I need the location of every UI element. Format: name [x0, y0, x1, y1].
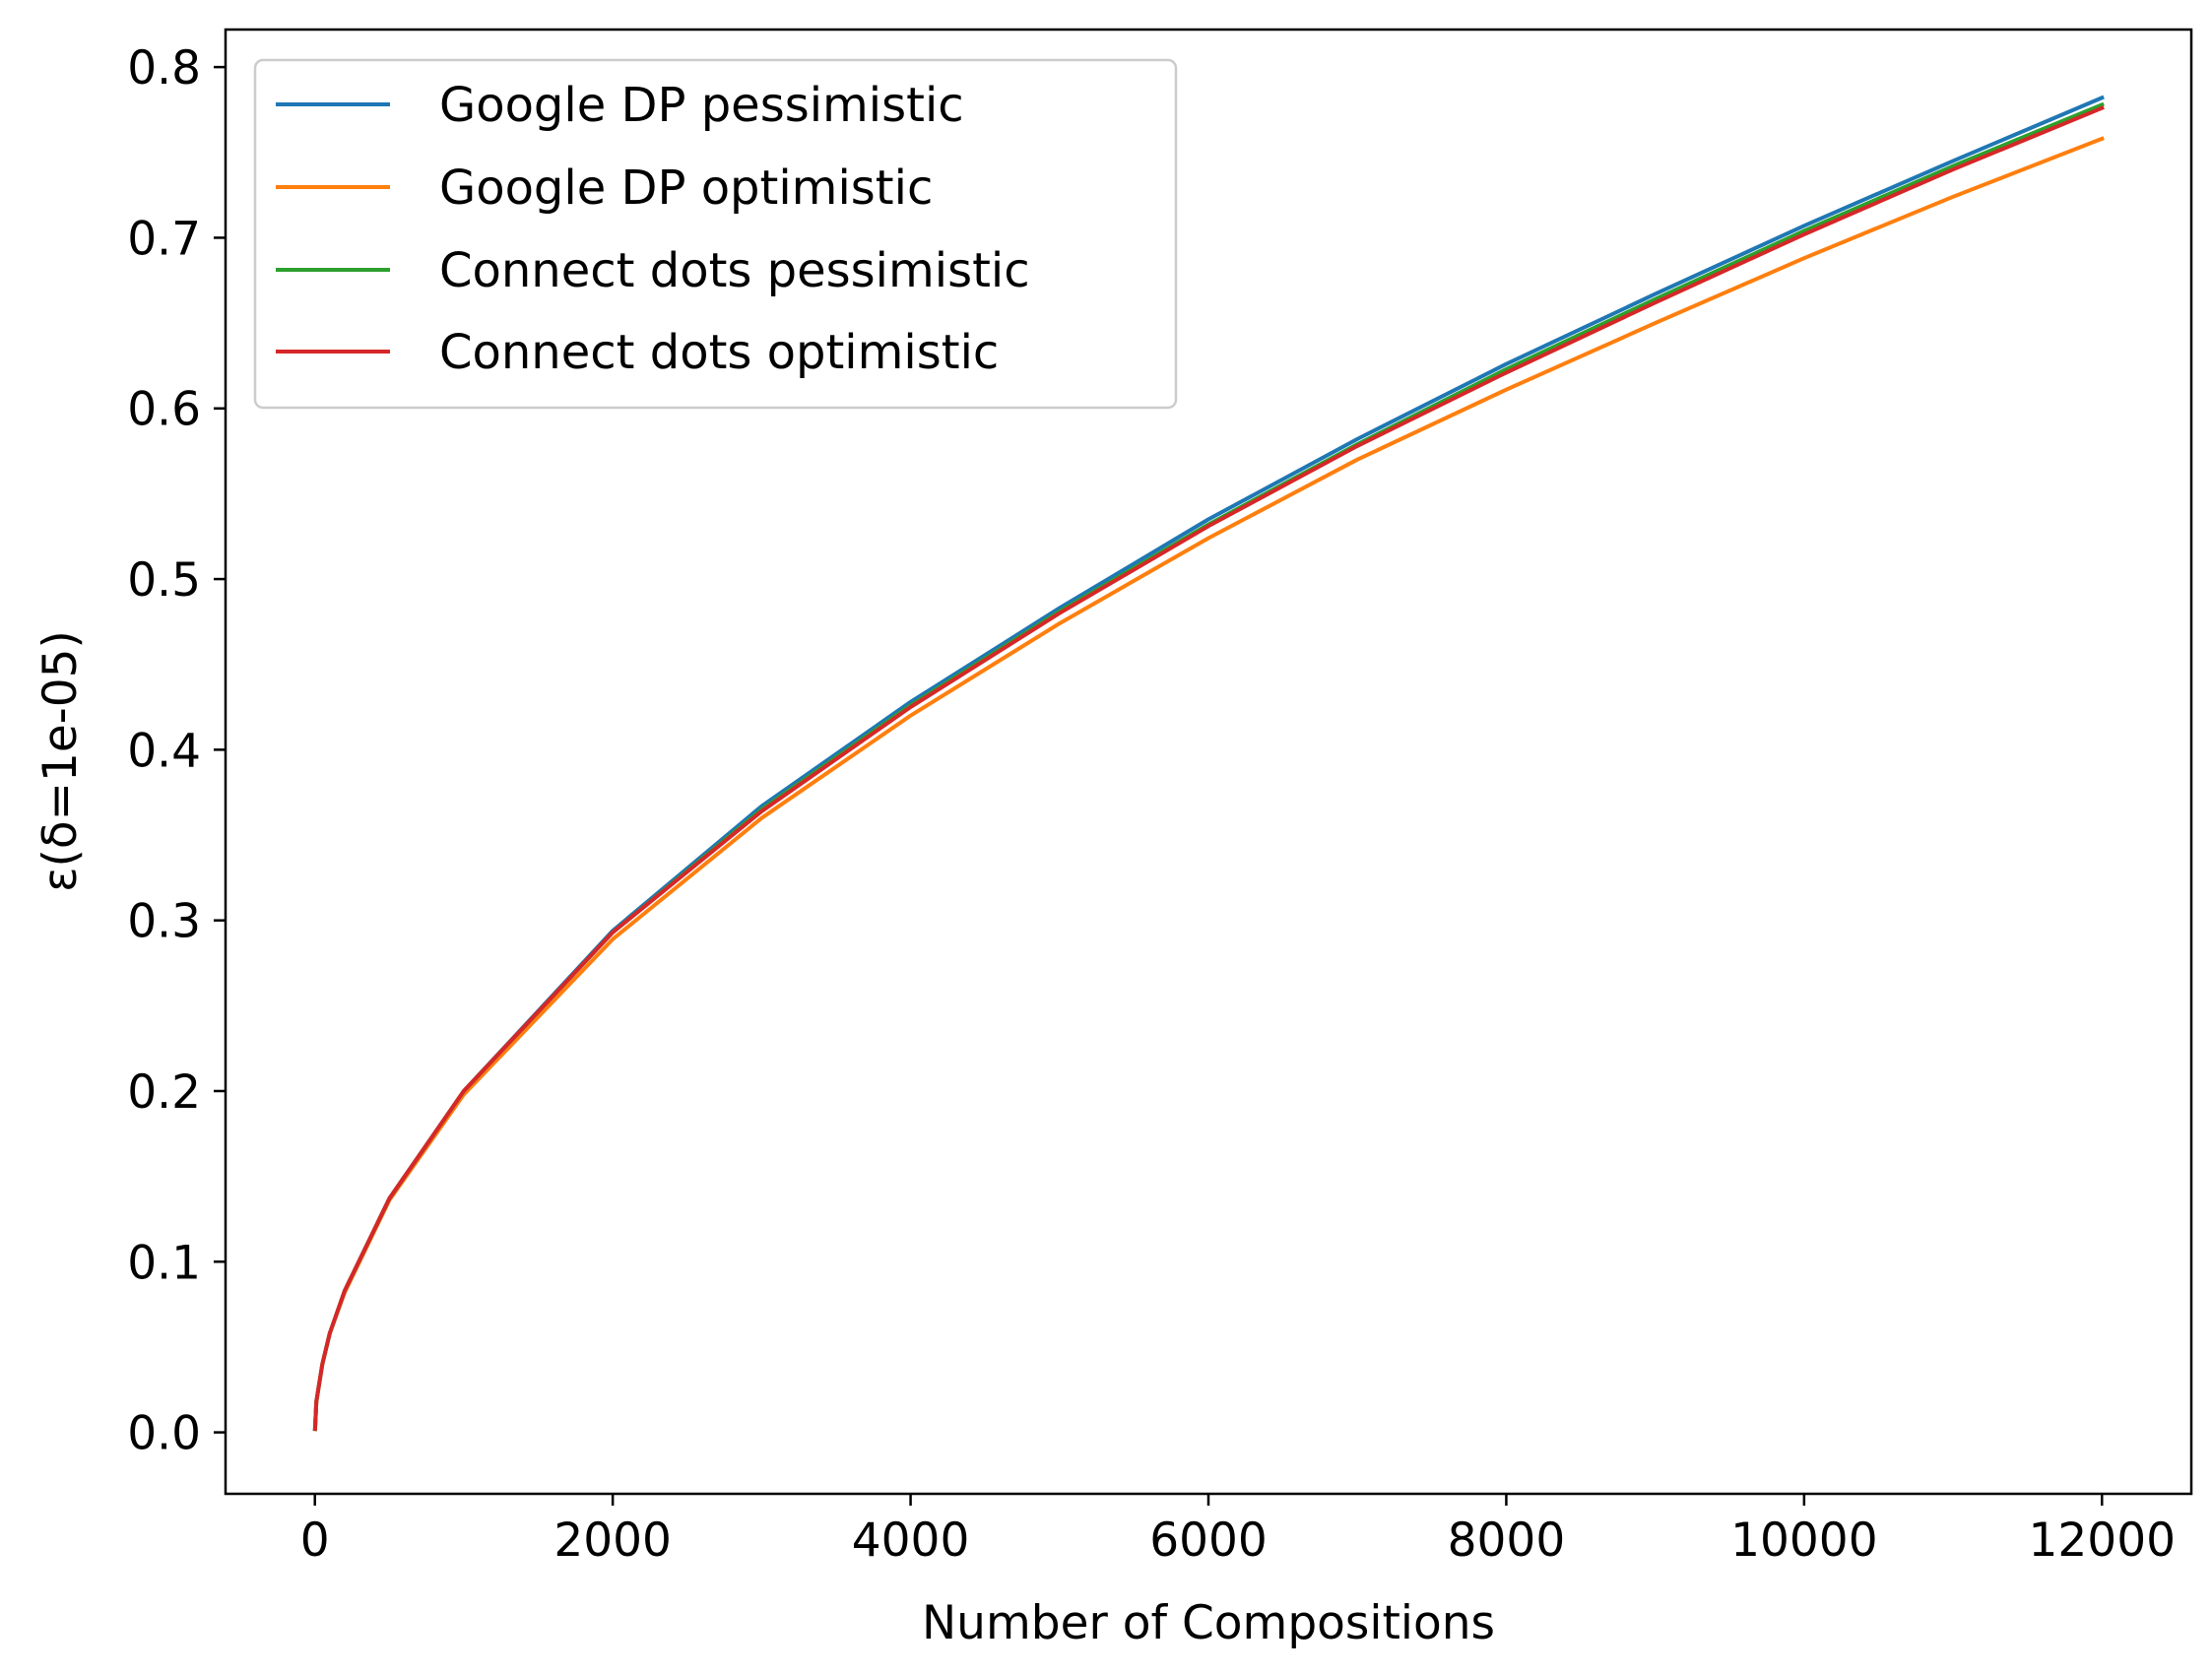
- y-tick-label: 0.6: [127, 383, 201, 437]
- x-tick-label: 8000: [1448, 1514, 1566, 1568]
- x-axis: 0 2000 4000 6000 8000 10000 12000: [300, 1494, 2176, 1568]
- legend-label: Connect dots pessimistic: [439, 243, 1030, 298]
- y-tick-label: 0.8: [127, 41, 201, 96]
- x-tick-label: 4000: [852, 1514, 970, 1568]
- x-tick-label: 2000: [553, 1514, 672, 1568]
- series-layer: [312, 95, 2105, 1432]
- y-tick-label: 0.4: [127, 724, 201, 778]
- y-tick-label: 0.5: [127, 553, 201, 608]
- x-tick-label: 10000: [1730, 1514, 1878, 1568]
- x-tick-label: 0: [300, 1514, 330, 1568]
- legend-label: Connect dots optimistic: [439, 325, 999, 380]
- legend-label: Google DP pessimistic: [439, 78, 964, 133]
- y-tick-label: 0.1: [127, 1236, 201, 1290]
- y-axis-label: ε(δ=1e-05): [33, 630, 88, 892]
- y-axis: 0.0 0.1 0.2 0.3 0.4 0.5 0.6 0.7 0.8: [127, 41, 226, 1461]
- y-tick-label: 0.2: [127, 1065, 201, 1120]
- legend-frame: [253, 58, 1178, 410]
- y-tick-label: 0.3: [127, 895, 201, 949]
- legend-label: Google DP optimistic: [439, 161, 933, 216]
- x-tick-label: 6000: [1149, 1514, 1268, 1568]
- legend: Google DP pessimistic Google DP optimisti…: [253, 58, 1178, 410]
- x-tick-label: 12000: [2029, 1514, 2177, 1568]
- series-line-4: [312, 105, 2105, 1432]
- y-tick-label: 0.7: [127, 212, 201, 266]
- y-tick-label: 0.0: [127, 1407, 201, 1461]
- x-axis-label: Number of Compositions: [922, 1596, 1495, 1650]
